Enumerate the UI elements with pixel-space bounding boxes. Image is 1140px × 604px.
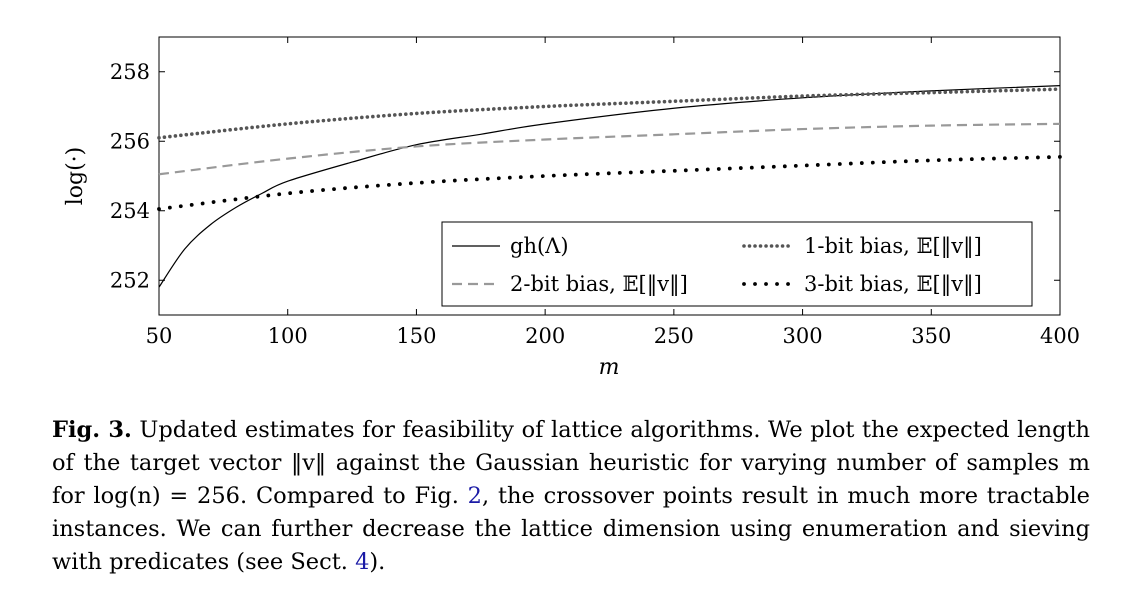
y-tick-label-252: 252 xyxy=(110,268,150,292)
caption-text-1: Updated estimates for feasibility of lat… xyxy=(52,417,1091,509)
plot-frame xyxy=(158,36,1061,316)
series-line-2 xyxy=(157,87,1062,140)
section-reference-link[interactable]: 4 xyxy=(355,549,370,575)
figure-reference-link[interactable]: 2 xyxy=(467,483,482,509)
line-chart: 50 100 150 200 250 300 350 400 252 254 256 258 m lo… xyxy=(63,36,1080,380)
axis-ticks: 50 100 150 200 250 300 350 400 252 254 256 258 xyxy=(110,37,1080,348)
legend-label-4: 3-bit bias, 𝔼[‖v‖] xyxy=(804,272,982,297)
x-tick-label-100: 100 xyxy=(268,324,308,348)
x-tick-label-350: 350 xyxy=(911,324,951,348)
caption-label: Fig. 3. xyxy=(52,417,132,443)
x-tick-label-200: 200 xyxy=(525,324,565,348)
x-tick-label-250: 250 xyxy=(654,324,694,348)
x-tick-label-400: 400 xyxy=(1040,324,1080,348)
series-line-3 xyxy=(158,122,1061,176)
y-tick-label-254: 254 xyxy=(110,199,150,223)
series-lines xyxy=(157,85,1062,288)
caption-text-2: , the crossover points result in much mo… xyxy=(52,483,1090,575)
legend-label-1: gh(Λ) xyxy=(510,234,569,258)
legend-box xyxy=(441,221,1033,307)
legend-label-3: 2-bit bias, 𝔼[‖v‖] xyxy=(510,272,688,297)
y-tick-label-256: 256 xyxy=(110,129,150,153)
x-axis-label: m xyxy=(599,355,620,380)
x-tick-label-150: 150 xyxy=(396,324,436,348)
figure: 50 100 150 200 250 300 350 400 252 254 256 258 m lo… xyxy=(63,36,1080,380)
y-tick-label-258: 258 xyxy=(110,60,150,84)
x-tick-label-300: 300 xyxy=(783,324,823,348)
x-tick-label-50: 50 xyxy=(146,324,173,348)
legend-label-2: 1-bit bias, 𝔼[‖v‖] xyxy=(804,234,982,259)
series-line-4 xyxy=(157,154,1062,211)
y-axis-label: log(·) xyxy=(63,147,88,206)
caption-text-3: ). xyxy=(369,549,386,575)
legend: gh(Λ) 1-bit bias, 𝔼[‖v‖] 2-bit bias, 𝔼[‖v‖… xyxy=(441,221,1033,307)
figure-caption: Fig. 3. Updated estimates for feasibilit… xyxy=(52,414,1090,579)
